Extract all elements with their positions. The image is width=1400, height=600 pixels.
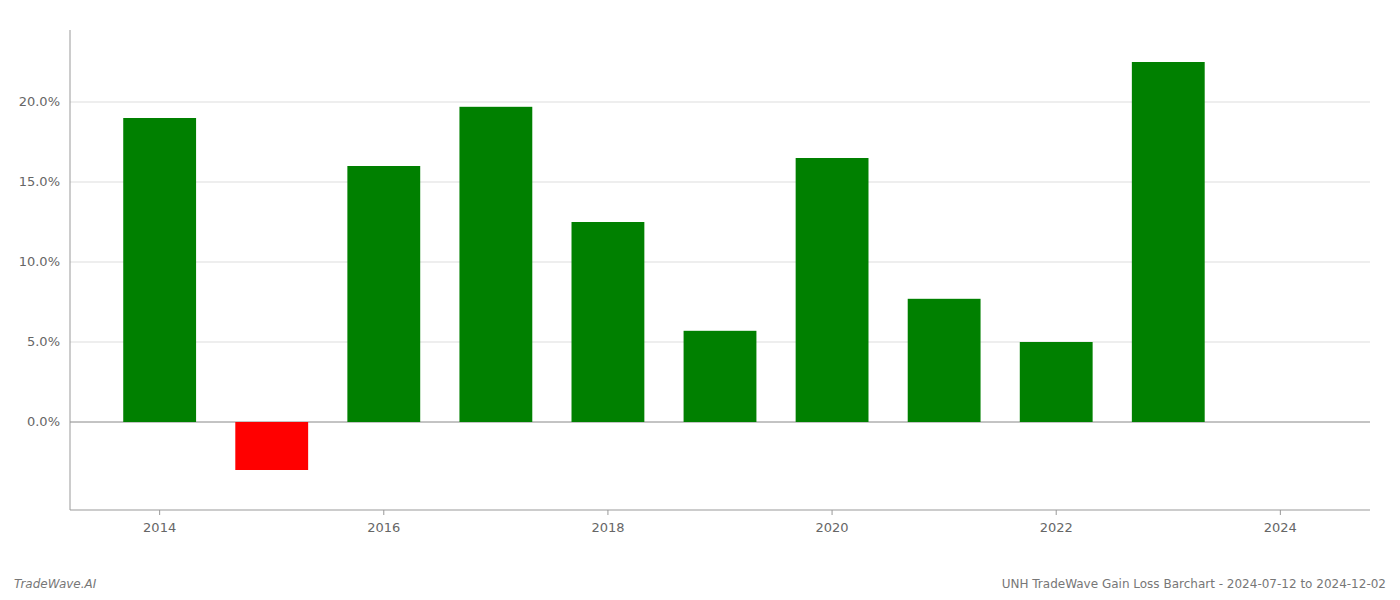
bar — [796, 158, 869, 422]
footer-right: UNH TradeWave Gain Loss Barchart - 2024-… — [1002, 577, 1386, 591]
y-axis: 0.0% 5.0% 10.0% 15.0% 20.0% — [19, 94, 60, 429]
x-tick — [159, 510, 160, 515]
bar — [459, 107, 532, 422]
y-tick-label: 10.0% — [19, 254, 60, 269]
y-tick-label: 0.0% — [27, 414, 60, 429]
y-tick-label: 15.0% — [19, 174, 60, 189]
y-axis-line — [70, 30, 71, 510]
x-tick-label: 2018 — [591, 520, 624, 535]
bar — [235, 422, 308, 470]
x-tick-label: 2020 — [816, 520, 849, 535]
y-tick-label: 20.0% — [19, 94, 60, 109]
bar — [123, 118, 196, 422]
x-tick — [1280, 510, 1281, 515]
bars — [123, 62, 1204, 470]
y-tick-label: 5.0% — [27, 334, 60, 349]
x-tick-label: 2014 — [143, 520, 176, 535]
footer-left: TradeWave.AI — [14, 577, 97, 591]
x-tick-label: 2016 — [367, 520, 400, 535]
x-tick — [607, 510, 608, 515]
x-axis-line — [70, 510, 1370, 511]
chart-container: 0.0%5.0%10.0%15.0%20.0%20142016201820202… — [0, 0, 1400, 600]
footers: TradeWave.AI UNH TradeWave Gain Loss Barc… — [14, 577, 1386, 591]
x-tick — [832, 510, 833, 515]
bar — [572, 222, 645, 422]
x-tick-label: 2024 — [1264, 520, 1297, 535]
x-tick-label: 2022 — [1040, 520, 1073, 535]
bar — [684, 331, 757, 422]
bar — [1020, 342, 1093, 422]
x-tick — [383, 510, 384, 515]
axes — [70, 30, 1370, 510]
bar — [1132, 62, 1205, 422]
bar — [908, 299, 981, 422]
x-axis: 2014 2016 2018 2020 2022 2024 — [143, 510, 1297, 535]
chart-svg: 0.0%5.0%10.0%15.0%20.0%20142016201820202… — [0, 0, 1400, 600]
bar — [347, 166, 420, 422]
x-tick — [1056, 510, 1057, 515]
